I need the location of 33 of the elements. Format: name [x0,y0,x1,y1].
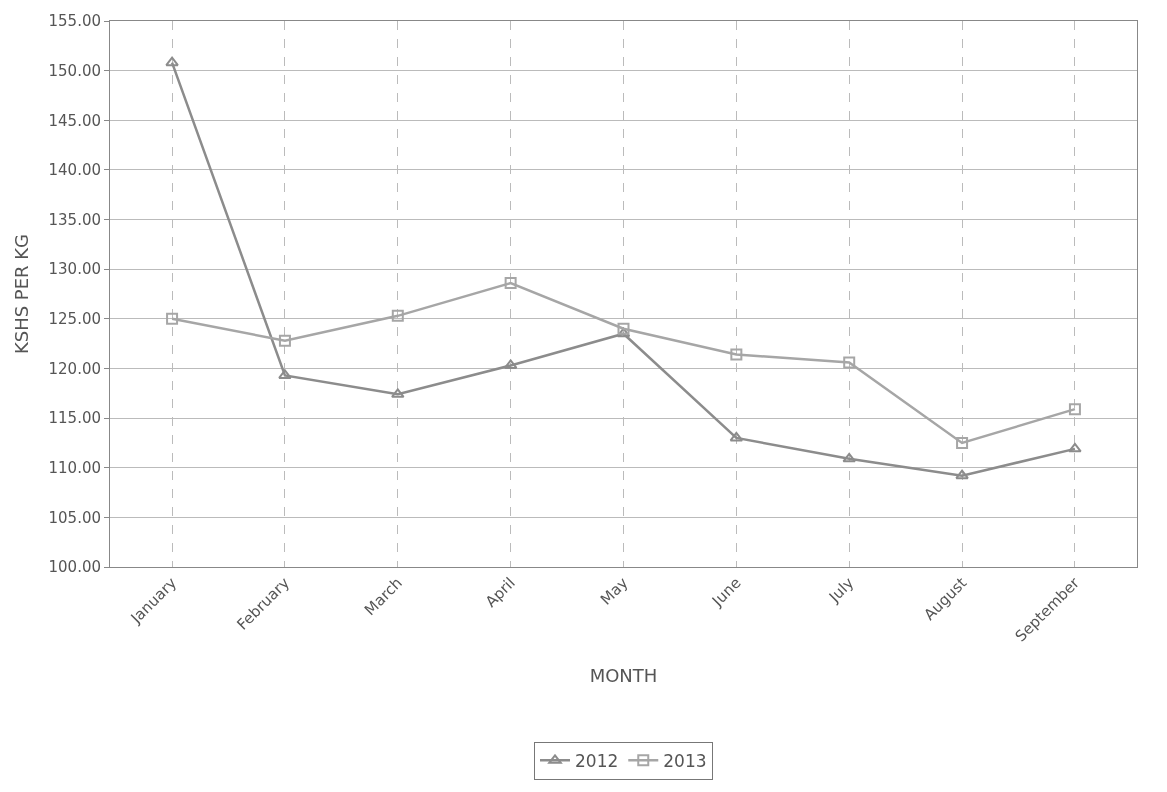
point [730,348,743,361]
point [955,469,969,480]
point [956,436,969,449]
y-tick-label: 140.00 [48,161,101,180]
y-tick-label: 110.00 [48,458,101,477]
legend-label: 2012 [575,750,619,771]
point [391,309,404,322]
point [278,334,291,347]
y-tick-label: 150.00 [48,61,101,80]
point [617,322,630,335]
point [278,369,292,379]
y-tick-label: 155.00 [48,12,101,31]
y-tick-label: 115.00 [48,409,101,428]
y-tick-label: 145.00 [48,111,101,130]
point [166,312,179,325]
point [1068,442,1082,453]
legend-label: 2013 [663,750,707,771]
point [391,388,405,398]
y-tick-label: 120.00 [48,359,101,378]
y-tick-label: 100.00 [48,558,101,577]
y-tick-label: 105.00 [48,508,101,527]
point [1068,403,1081,416]
point [504,277,517,290]
point [729,431,744,442]
y-tick-label: 135.00 [48,210,101,229]
point [842,452,856,463]
y-axis-title: KSHS PER KG [10,233,32,355]
point [616,327,631,338]
point [165,56,179,67]
y-tick-label: 130.00 [48,260,101,279]
point [843,356,856,369]
x-axis-title: MONTH [589,665,658,687]
y-tick-label: 125.00 [48,310,101,329]
